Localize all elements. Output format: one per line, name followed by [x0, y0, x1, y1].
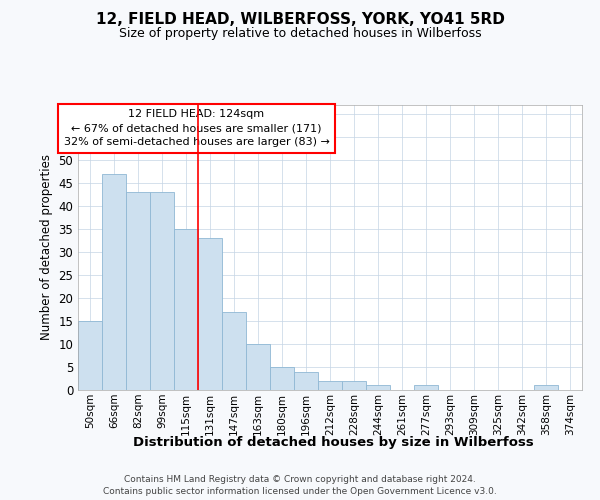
- Text: Contains HM Land Registry data © Crown copyright and database right 2024.: Contains HM Land Registry data © Crown c…: [124, 474, 476, 484]
- Text: Contains public sector information licensed under the Open Government Licence v3: Contains public sector information licen…: [103, 486, 497, 496]
- Bar: [174, 229, 198, 390]
- Text: 12, FIELD HEAD, WILBERFOSS, YORK, YO41 5RD: 12, FIELD HEAD, WILBERFOSS, YORK, YO41 5…: [95, 12, 505, 28]
- Bar: [150, 192, 174, 390]
- Bar: [198, 238, 222, 390]
- Bar: [414, 386, 438, 390]
- Text: 12 FIELD HEAD: 124sqm
← 67% of detached houses are smaller (171)
32% of semi-det: 12 FIELD HEAD: 124sqm ← 67% of detached …: [64, 110, 329, 148]
- Bar: [222, 312, 246, 390]
- Bar: [294, 372, 318, 390]
- Y-axis label: Number of detached properties: Number of detached properties: [40, 154, 53, 340]
- Bar: [342, 381, 366, 390]
- Text: Distribution of detached houses by size in Wilberfoss: Distribution of detached houses by size …: [133, 436, 533, 449]
- Bar: [270, 367, 294, 390]
- Text: Size of property relative to detached houses in Wilberfoss: Size of property relative to detached ho…: [119, 27, 481, 40]
- Bar: [102, 174, 126, 390]
- Bar: [78, 321, 102, 390]
- Bar: [246, 344, 270, 390]
- Bar: [318, 381, 342, 390]
- Bar: [366, 386, 390, 390]
- Bar: [126, 192, 150, 390]
- Bar: [534, 386, 558, 390]
